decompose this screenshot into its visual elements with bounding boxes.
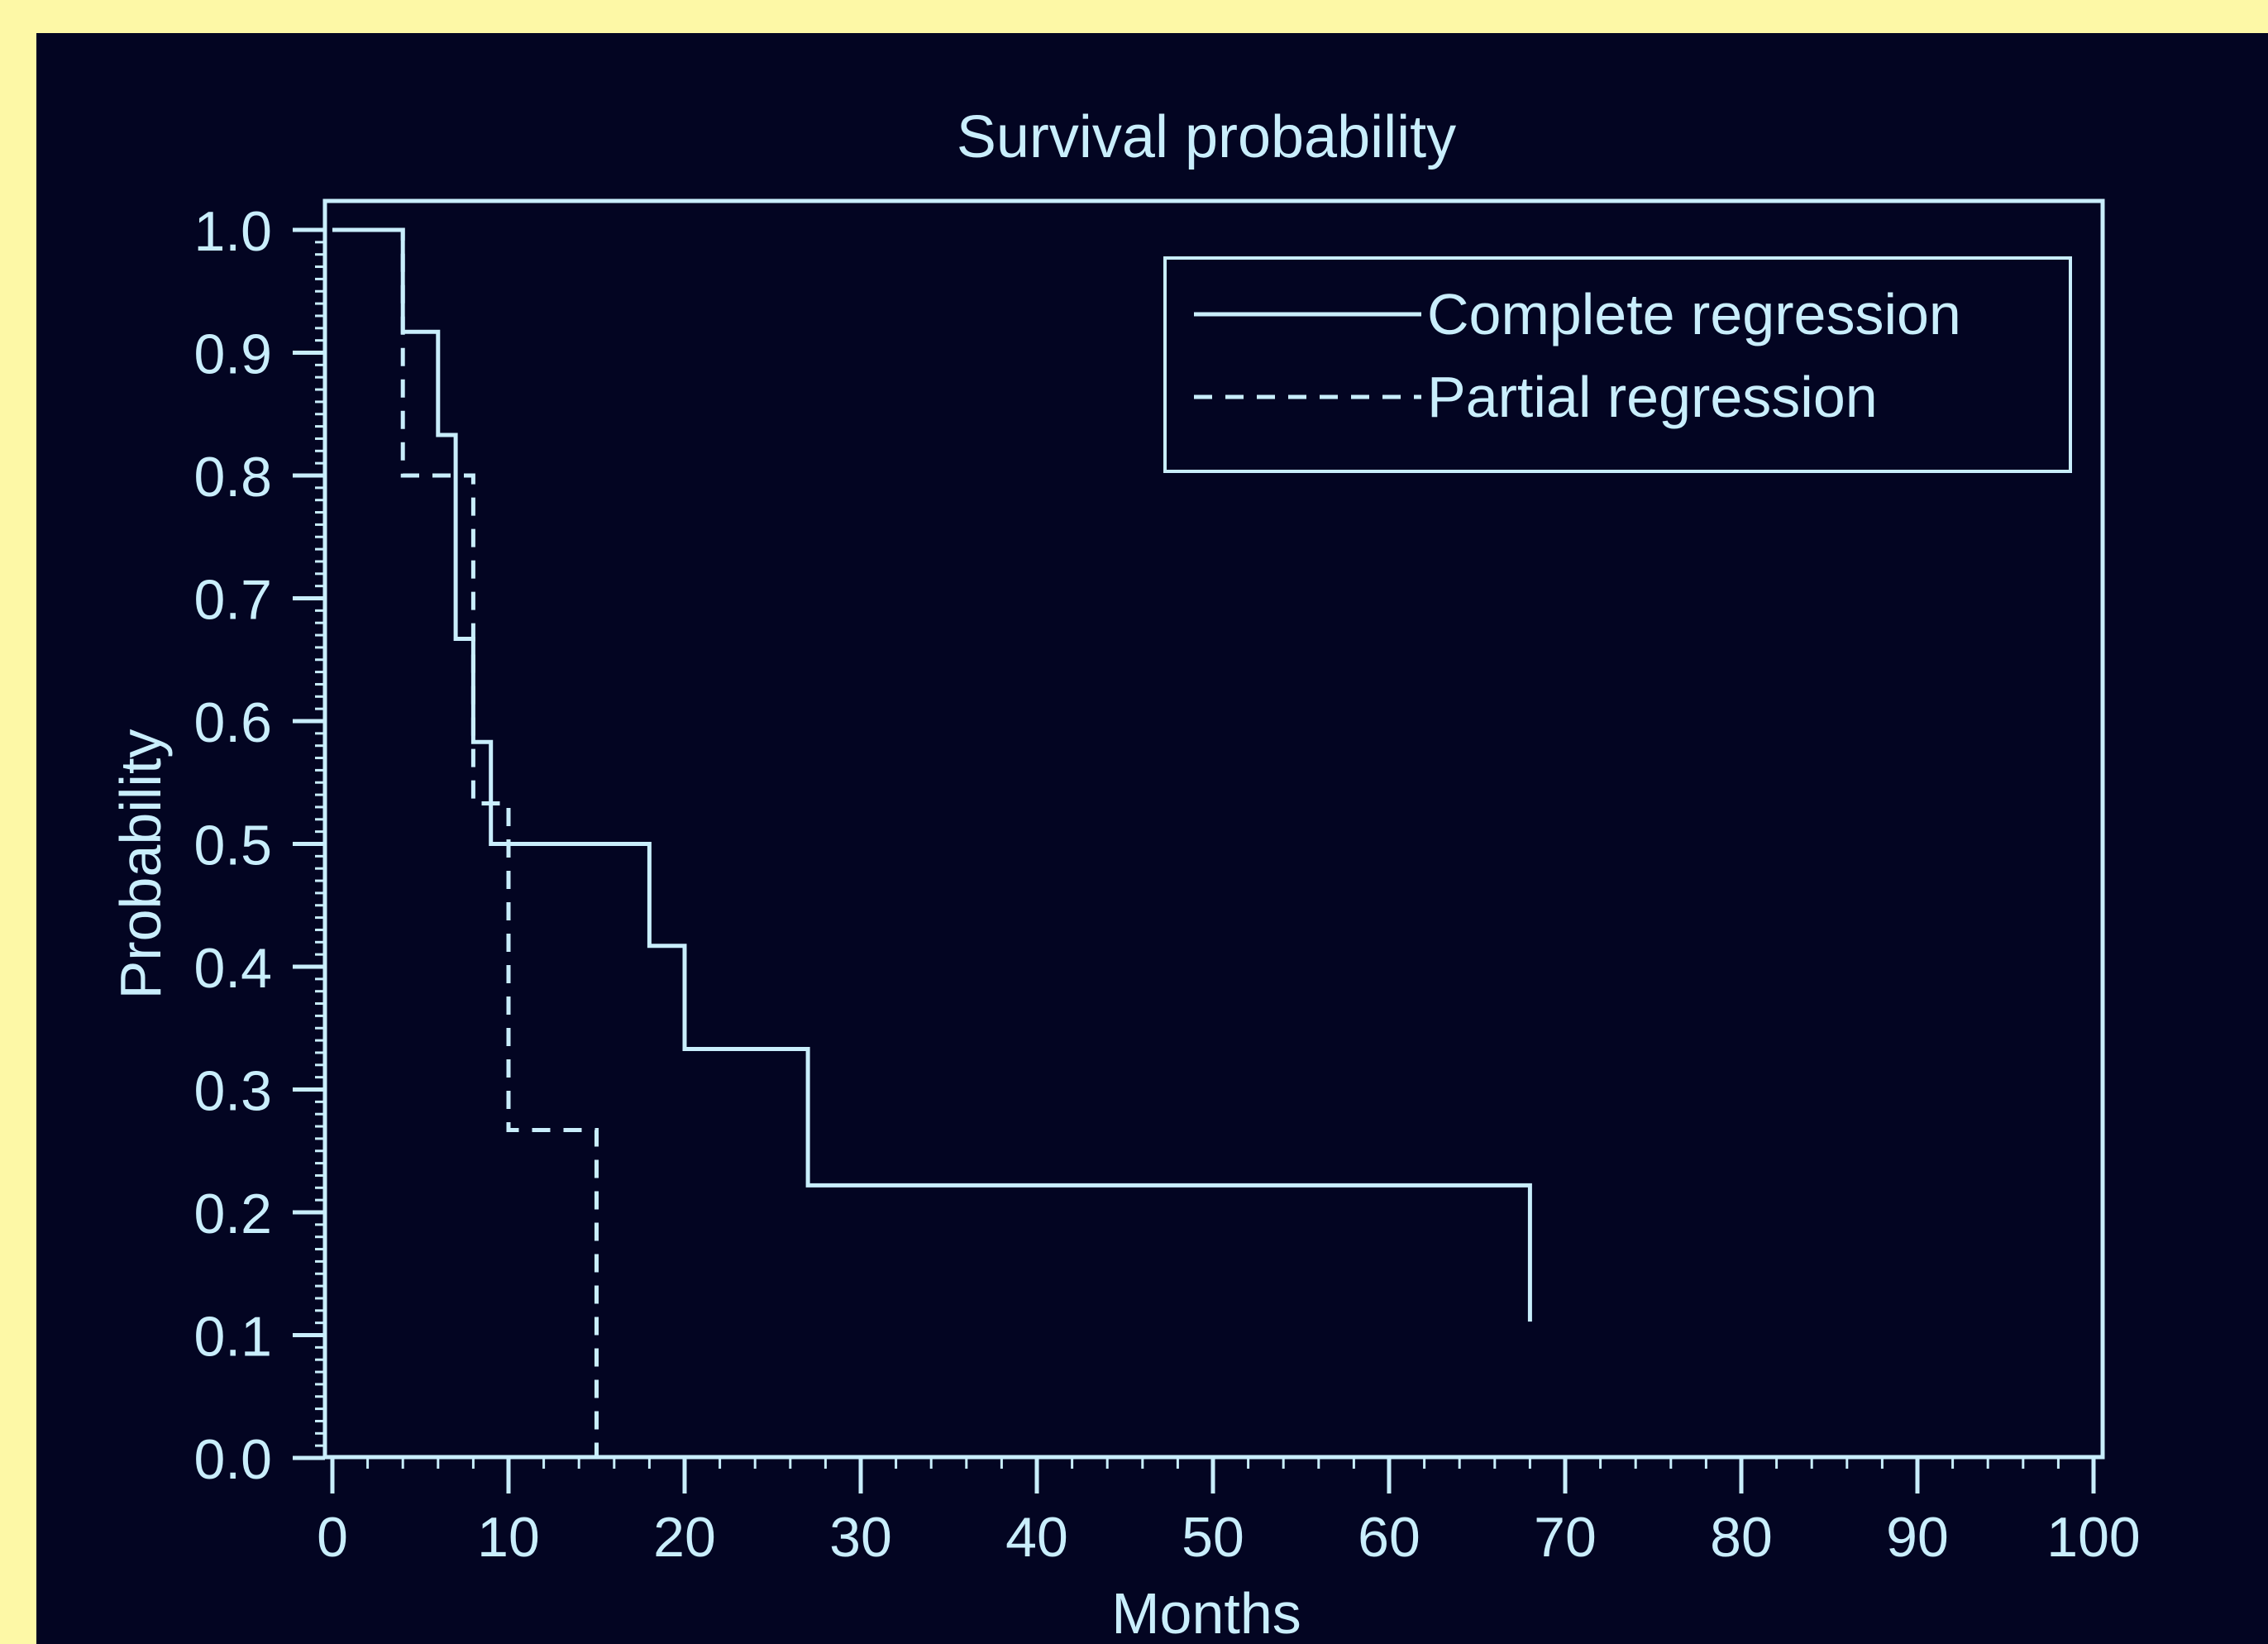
x-tick-label: 50 <box>1182 1506 1244 1569</box>
y-tick-label: 0.0 <box>193 1428 272 1491</box>
y-tick-label: 0.8 <box>193 446 272 509</box>
y-tick-label: 0.2 <box>193 1183 272 1245</box>
y-axis-label: Probability <box>108 729 173 1000</box>
x-tick-label: 40 <box>1005 1506 1068 1569</box>
x-tick-label: 80 <box>1710 1506 1773 1569</box>
x-tick-label: 0 <box>317 1506 348 1569</box>
series-layer <box>332 227 1532 1458</box>
y-tick-label: 0.6 <box>193 691 272 754</box>
legend-label-complete: Complete regression <box>1427 282 1961 346</box>
series-complete-regression <box>332 227 1532 1322</box>
x-tick-label: 90 <box>1886 1506 1949 1569</box>
x-axis: 0 10 20 30 40 50 60 70 80 90 100 <box>317 1457 2141 1569</box>
x-tick-label: 60 <box>1358 1506 1420 1569</box>
legend-label-partial: Partial regression <box>1427 365 1878 429</box>
x-tick-label: 70 <box>1534 1506 1597 1569</box>
y-tick-label: 0.5 <box>193 815 272 877</box>
x-tick-label: 10 <box>477 1506 540 1569</box>
chart-slide: Survival probability 0.0 0.1 0.2 0.3 0.4 0.5 0… <box>36 33 2268 1644</box>
y-tick-label: 0.4 <box>193 937 272 1000</box>
y-tick-label: 1.0 <box>193 200 272 263</box>
x-tick-label: 100 <box>2046 1506 2140 1569</box>
chart-title: Survival probability <box>957 104 1456 170</box>
series-partial-regression <box>332 227 599 1458</box>
survival-chart: Survival probability 0.00.10.20.30.40.50… <box>108 104 2141 1644</box>
x-axis-label: Months <box>1111 1581 1301 1644</box>
y-axis: 0.0 0.1 0.2 0.3 0.4 0.5 0.6 0.7 0.8 0.9 1.0 <box>193 200 325 1491</box>
y-tick-label: 0.1 <box>193 1306 272 1369</box>
y-tick-label: 0.7 <box>193 569 272 632</box>
y-tick-label: 0.3 <box>193 1060 272 1123</box>
x-tick-label: 20 <box>653 1506 716 1569</box>
legend-box <box>1163 256 2072 473</box>
x-tick-label: 30 <box>829 1506 892 1569</box>
y-tick-label: 0.9 <box>193 323 272 386</box>
legend: Complete regression Partial regression <box>1163 256 2072 473</box>
